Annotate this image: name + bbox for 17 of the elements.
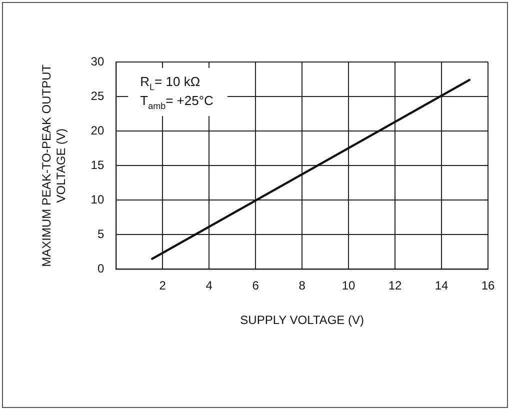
x-tick-label: 16 (481, 278, 495, 293)
x-tick-label: 6 (252, 278, 260, 293)
y-tick-label: 0 (97, 262, 104, 276)
y-tick-label: 10 (90, 192, 104, 206)
y-tick-label: 20 (90, 123, 104, 138)
x-tick-label: 8 (298, 278, 306, 293)
x-tick-label: 4 (206, 278, 213, 293)
y-tick-label: 25 (90, 88, 104, 103)
x-tick-label: 12 (388, 278, 402, 293)
x-tick-label: 14 (434, 278, 449, 293)
y-tick-label: 5 (97, 226, 104, 241)
x-axis-title: SUPPLY VOLTAGE (V) (240, 313, 364, 328)
x-tick-label: 10 (342, 278, 356, 293)
x-tick-label: 2 (159, 278, 166, 293)
y-tick-label: 15 (90, 158, 104, 172)
y-tick-label: 30 (90, 54, 104, 68)
y-axis-title: MAXIMUM PEAK-TO-PEAK OUTPUT VOLTAGE (V) (40, 64, 68, 267)
